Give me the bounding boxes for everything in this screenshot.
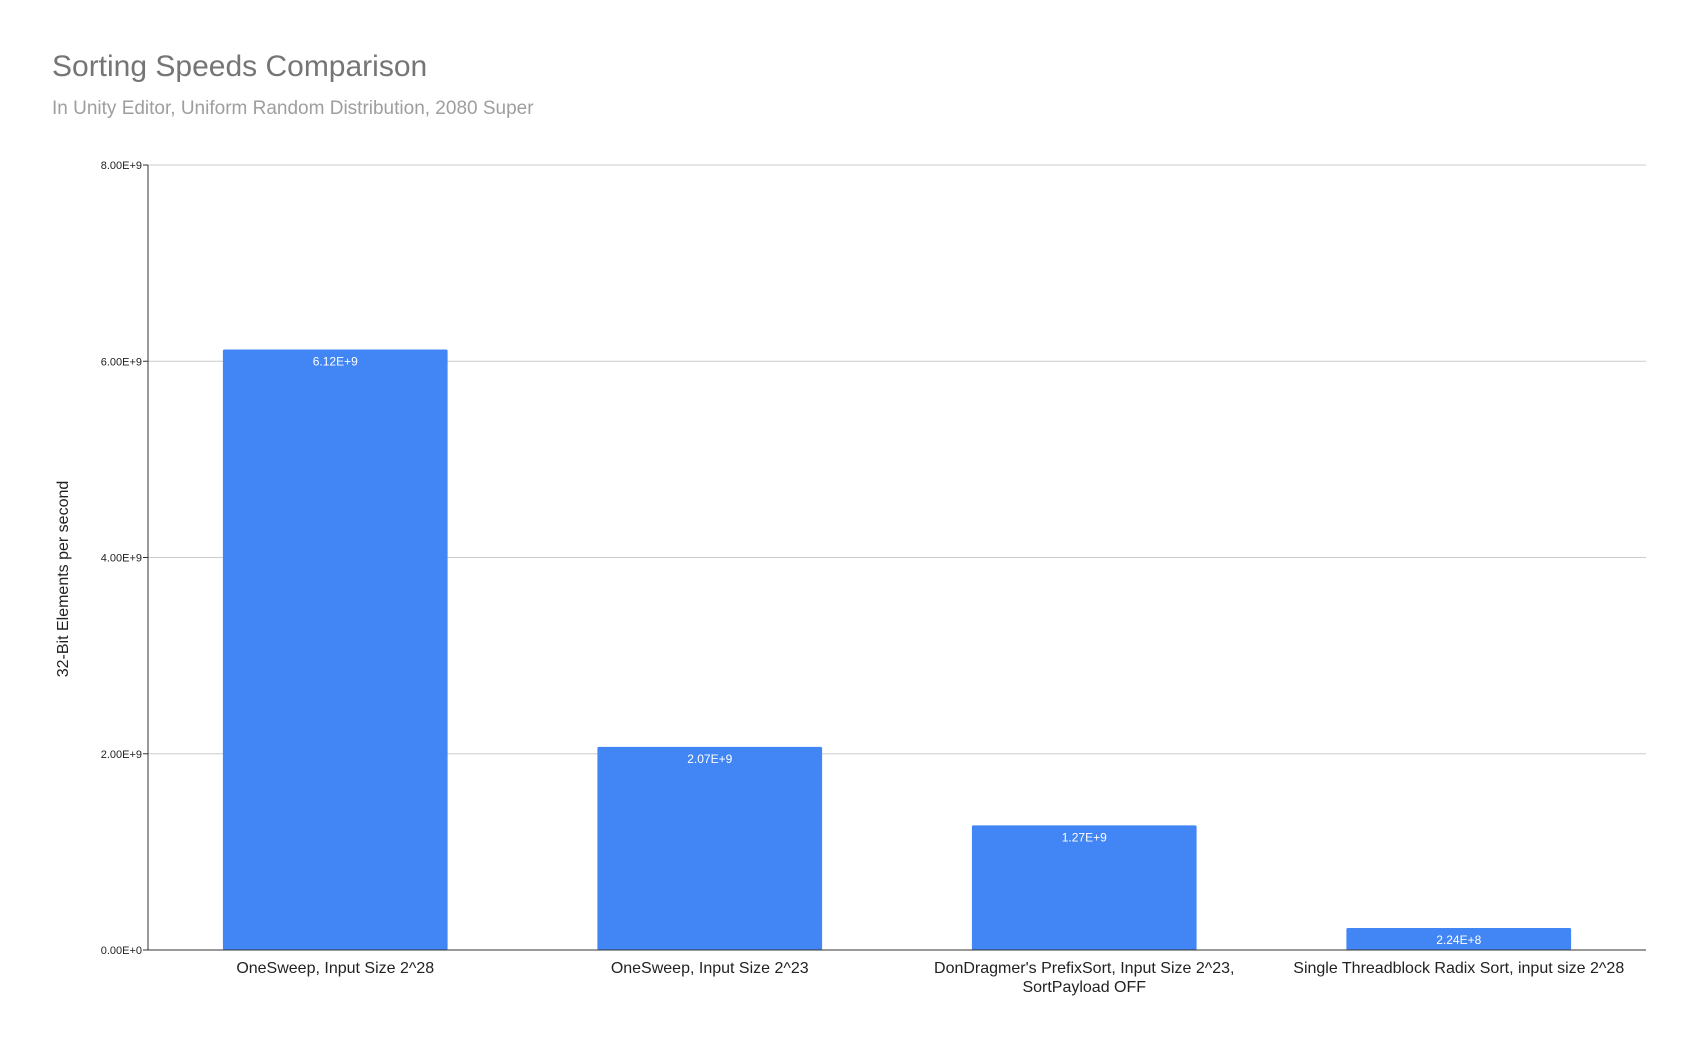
x-category-label: DonDragmer's PrefixSort, Input Size 2^23…: [934, 960, 1234, 977]
x-category-label: SortPayload OFF: [1022, 979, 1146, 996]
axes: [143, 164, 1646, 951]
y-tick-label: 8.00E+9: [101, 160, 142, 172]
bar-data-label: 2.07E+9: [687, 752, 732, 766]
y-tick-label: 2.00E+9: [101, 749, 142, 761]
bar: [971, 825, 1197, 950]
bar: [222, 349, 448, 951]
bar: [597, 746, 823, 950]
x-category-label: OneSweep, Input Size 2^23: [611, 960, 809, 977]
y-tick-label: 4.00E+9: [101, 553, 142, 565]
bar: [1346, 928, 1572, 950]
bar-data-label: 2.24E+8: [1436, 933, 1481, 947]
y-tick-label: 0.00E+0: [101, 945, 142, 957]
bar-data-label: 1.27E+9: [1062, 830, 1107, 844]
y-tick-label: 6.00E+9: [101, 356, 142, 368]
x-category-label: Single Threadblock Radix Sort, input siz…: [1293, 960, 1624, 977]
chart-subtitle: In Unity Editor, Uniform Random Distribu…: [52, 98, 534, 119]
bars: [222, 349, 1572, 951]
bar-data-label: 6.12E+9: [313, 354, 358, 368]
y-axis-title: 32-Bit Elements per second: [55, 481, 72, 678]
chart-title: Sorting Speeds Comparison: [52, 50, 428, 83]
labels: 0.00E+0 2.00E+9 4.00E+9 6.00E+9 8.00E+9 6.12E…: [101, 160, 1625, 996]
x-category-label: OneSweep, Input Size 2^28: [236, 960, 434, 977]
